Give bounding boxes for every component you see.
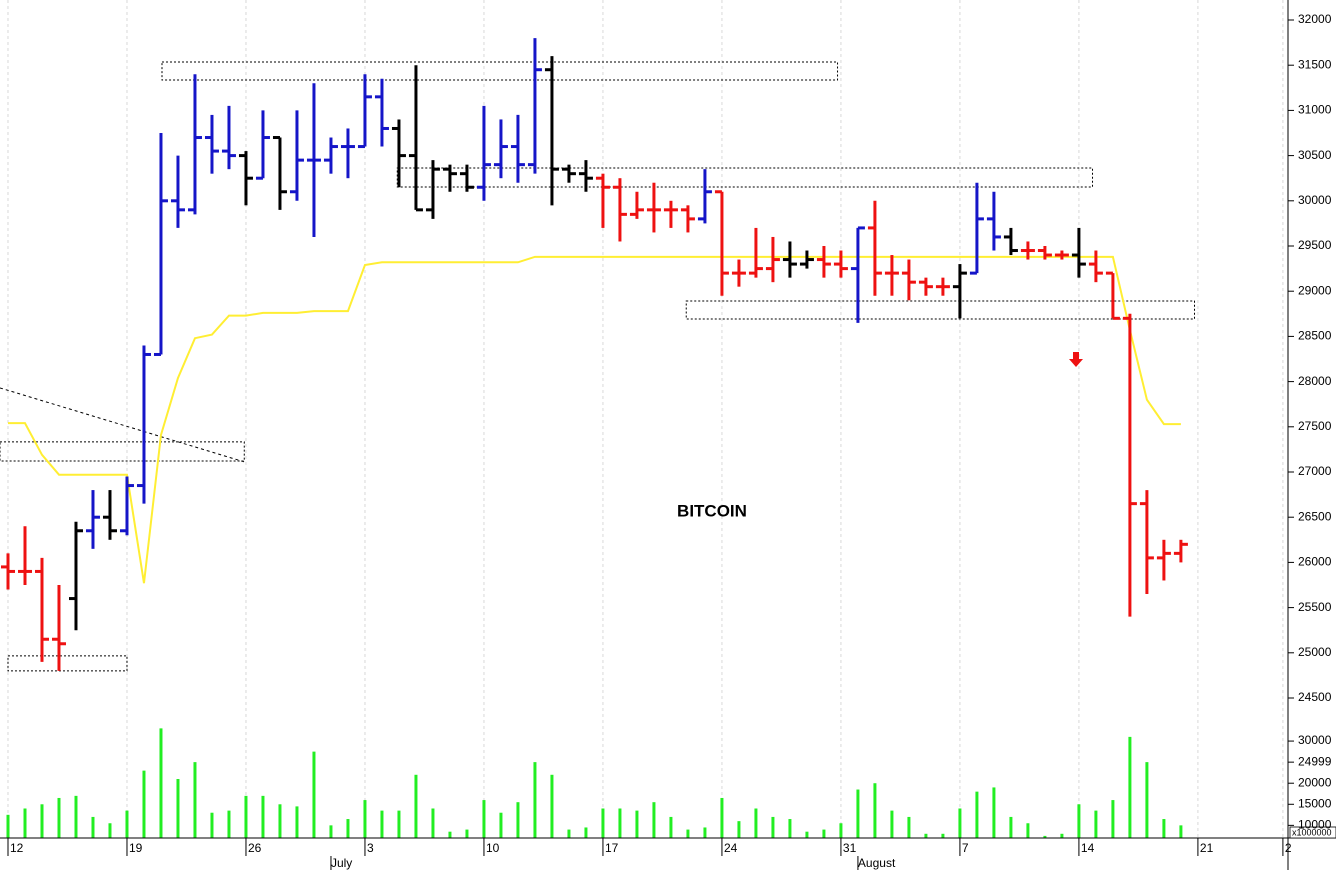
down-arrow xyxy=(1069,352,1083,367)
volume-tick-label: 10000 xyxy=(1298,818,1332,832)
y-tick-label: 27500 xyxy=(1298,419,1332,433)
chart-title: BITCOIN xyxy=(677,501,747,520)
y-tick-label: 28500 xyxy=(1298,329,1332,343)
x-tick-label: 2 xyxy=(1285,841,1292,855)
average-line xyxy=(7,255,1181,584)
y-tick-label: 25000 xyxy=(1298,645,1332,659)
volume-tick-label: 24999 xyxy=(1298,754,1332,768)
y-tick-label: 31000 xyxy=(1298,103,1332,117)
y-tick-label: 31500 xyxy=(1298,57,1332,71)
x-tick-label: 19 xyxy=(129,841,143,855)
zone-box xyxy=(7,655,128,672)
x-tick-label: 17 xyxy=(605,841,619,855)
x-tick-label: 12 xyxy=(10,841,24,855)
y-tick-label: 24500 xyxy=(1298,690,1332,704)
x-tick-label: 7 xyxy=(962,841,969,855)
marks xyxy=(0,38,1196,838)
x-tick-label: 21 xyxy=(1200,841,1214,855)
zone-box xyxy=(685,300,1196,320)
month-label: July xyxy=(331,856,352,870)
y-tick-label: 32000 xyxy=(1298,12,1332,26)
y-tick-label: 27000 xyxy=(1298,464,1332,478)
x-tick-label: 3 xyxy=(367,841,374,855)
volume-tick-label: 20000 xyxy=(1298,775,1332,789)
y-tick-label: 30500 xyxy=(1298,148,1332,162)
volume-tick-label: 15000 xyxy=(1298,796,1332,810)
y-tick-label: 29500 xyxy=(1298,238,1332,252)
volume-tick-label: 30000 xyxy=(1298,733,1332,747)
x-tick-label: 24 xyxy=(724,841,738,855)
trend-line xyxy=(0,387,245,463)
month-label: August xyxy=(858,856,896,870)
zone-box xyxy=(396,167,1094,188)
x-tick-label: 14 xyxy=(1081,841,1095,855)
y-tick-label: 30000 xyxy=(1298,193,1332,207)
zone-box xyxy=(0,441,245,462)
x-tick-label: 26 xyxy=(248,841,262,855)
y-tick-label: 28000 xyxy=(1298,374,1332,388)
y-tick-label: 29000 xyxy=(1298,283,1332,297)
x-tick-label: 10 xyxy=(486,841,500,855)
x-tick-label: 31 xyxy=(843,841,857,855)
y-tick-label: 26000 xyxy=(1298,555,1332,569)
y-tick-label: 25500 xyxy=(1298,600,1332,614)
volume-unit: x1000000 xyxy=(1292,827,1332,837)
unit-box xyxy=(1289,826,1336,839)
y-tick-label: 26500 xyxy=(1298,509,1332,523)
zone-box xyxy=(161,61,839,81)
